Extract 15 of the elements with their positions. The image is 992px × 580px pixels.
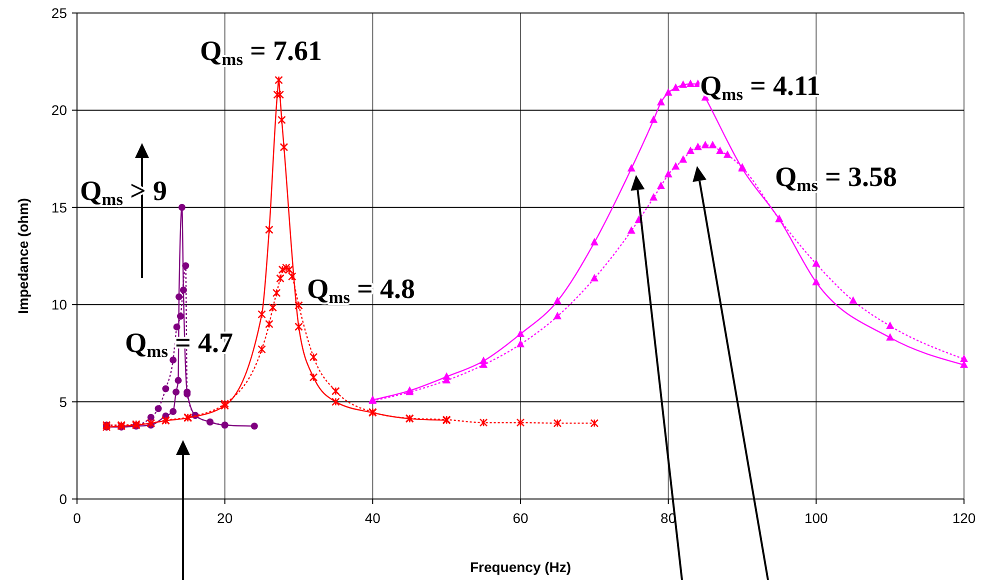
x-tick-label: 20 <box>217 510 233 526</box>
y-tick-label: 25 <box>51 5 68 21</box>
x-tick-label: 60 <box>512 510 528 526</box>
y-tick-label: 5 <box>59 394 68 410</box>
y-tick-label: 20 <box>51 102 68 118</box>
y-tick-label: 15 <box>51 199 68 216</box>
annotation: Q$_{ms}$ = 4.8 <box>307 274 415 308</box>
y-tick-label: 0 <box>59 491 68 507</box>
x-tick-label: 100 <box>804 510 828 526</box>
x-tick-label: 120 <box>952 510 976 526</box>
y-axis-title: Impedance (ohm) <box>15 198 31 314</box>
y-tick-label: 10 <box>51 296 68 313</box>
x-axis-title: Frequency (Hz) <box>470 559 572 575</box>
x-tick-label: 40 <box>364 510 381 526</box>
x-tick-label: 0 <box>73 510 82 526</box>
